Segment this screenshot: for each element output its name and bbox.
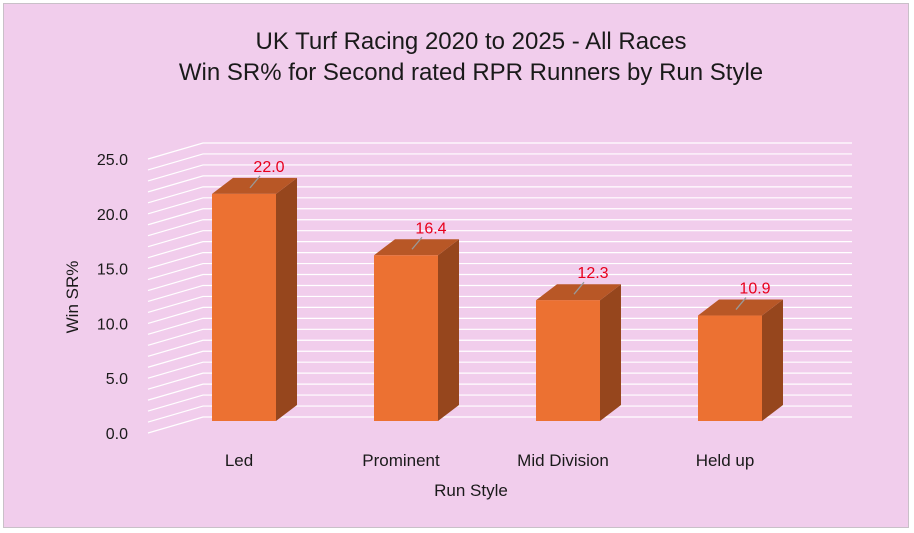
gridline <box>147 142 852 160</box>
bar-top <box>536 284 621 301</box>
y-tick-label: 15.0 <box>97 262 128 279</box>
bar-front <box>374 255 438 421</box>
chart-title: UK Turf Racing 2020 to 2025 - All Races <box>255 28 687 55</box>
bars <box>212 177 783 421</box>
bar-side <box>438 239 459 421</box>
data-label-leader <box>411 236 423 250</box>
y-tick-label: 25.0 <box>97 152 128 169</box>
gridline <box>147 219 852 237</box>
gridline <box>147 175 852 193</box>
gridline <box>147 186 852 204</box>
gridline <box>147 317 852 335</box>
gridline <box>147 394 852 412</box>
gridline <box>147 153 852 171</box>
gridline <box>147 197 852 215</box>
chart-area: UK Turf Racing 2020 to 2025 - All Races … <box>3 3 909 528</box>
gridline <box>147 339 852 357</box>
x-tick-label: Led <box>225 451 253 470</box>
gridline <box>147 383 852 401</box>
data-label: 12.3 <box>577 265 608 282</box>
gridline <box>147 273 852 292</box>
bar <box>536 284 621 421</box>
data-label-leader <box>573 281 585 295</box>
gridline <box>147 284 852 303</box>
bar <box>374 239 459 421</box>
gridline <box>147 372 852 390</box>
bar-top <box>374 239 459 256</box>
data-label-leader <box>249 175 261 189</box>
gridline <box>147 350 852 368</box>
bar-front <box>212 193 276 421</box>
data-label-leader <box>735 297 747 310</box>
gridline <box>147 262 852 281</box>
x-tick-label: Mid Division <box>517 451 609 470</box>
gridline <box>147 208 852 226</box>
y-tick-label: 10.0 <box>97 316 128 333</box>
y-axis-title: Win SR% <box>63 261 82 334</box>
y-tick-label: 5.0 <box>106 371 128 388</box>
gridline <box>147 241 852 259</box>
gridline <box>147 164 852 182</box>
gridline <box>147 252 852 270</box>
gridline <box>147 328 852 346</box>
data-label: 10.9 <box>739 281 770 298</box>
y-tick-label: 0.0 <box>106 426 128 443</box>
x-axis-title: Run Style <box>434 481 508 500</box>
x-tick-label: Held up <box>696 451 755 470</box>
bar-front <box>698 315 762 421</box>
gridline <box>147 405 852 423</box>
gridlines <box>147 142 852 434</box>
data-labels: 22.0 16.4 12.3 10.9 <box>249 159 771 310</box>
bar-side <box>600 284 621 421</box>
bar-top <box>698 299 783 316</box>
chart-title-block: UK Turf Racing 2020 to 2025 - All Races … <box>4 26 914 88</box>
gridline <box>147 361 852 379</box>
data-label: 16.4 <box>415 220 446 237</box>
chart-subtitle: Win SR% for Second rated RPR Runners by … <box>178 59 764 86</box>
gridline <box>147 295 852 314</box>
gridline <box>147 230 852 248</box>
y-tick-label: 20.0 <box>97 207 128 224</box>
bar <box>212 177 297 421</box>
y-axis-ticks: 0.0 5.0 10.0 15.0 20.0 25.0 <box>97 152 128 443</box>
gridline <box>147 416 852 434</box>
gridline <box>147 306 852 324</box>
bar-top <box>212 177 297 194</box>
bar-side <box>276 177 297 421</box>
bar <box>698 299 783 421</box>
bar-side <box>762 299 783 421</box>
data-label: 22.0 <box>253 159 284 176</box>
x-axis-ticks: Led Prominent Mid Division Held up <box>225 451 754 470</box>
bar-front <box>536 300 600 421</box>
x-tick-label: Prominent <box>362 451 440 470</box>
